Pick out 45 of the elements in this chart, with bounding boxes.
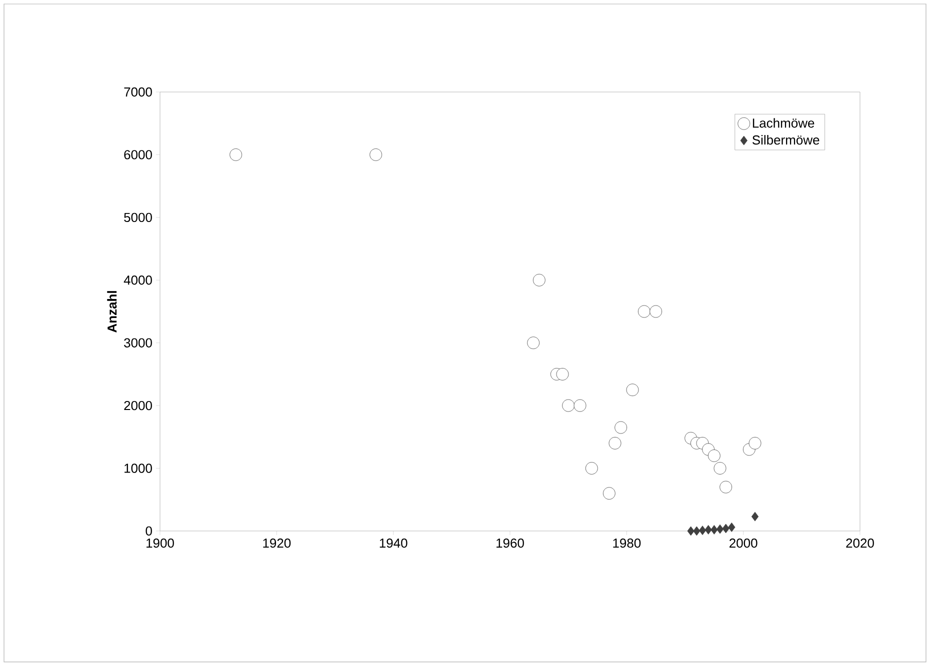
- y-tick-label: 2000: [124, 400, 152, 410]
- point: [608, 436, 622, 450]
- y-tick-label: 6000: [124, 150, 152, 160]
- point: [602, 487, 616, 500]
- point: [638, 305, 650, 318]
- point: [704, 525, 712, 534]
- point: [720, 480, 732, 494]
- point: [716, 524, 724, 534]
- y-axis-title: Anzahl: [107, 291, 117, 332]
- point: [751, 512, 759, 522]
- point: [562, 399, 575, 412]
- point: [532, 274, 546, 286]
- y-tick-label: 0: [146, 526, 152, 536]
- y-tick-label: 4000: [124, 276, 152, 285]
- x-tick-label: 2020: [846, 538, 874, 548]
- point: [370, 148, 382, 161]
- legend-label: Silbermöwe: [752, 135, 820, 145]
- point: [556, 368, 569, 380]
- point: [230, 148, 242, 161]
- point: [710, 525, 718, 534]
- x-tick-label: 1980: [613, 538, 641, 548]
- x-tick-label: 1960: [496, 538, 524, 548]
- x-tick-label: 1920: [263, 538, 291, 548]
- y-tick-label: 5000: [124, 212, 152, 222]
- y-tick-label: 3000: [124, 338, 152, 348]
- legend-label: Lachmöwe: [752, 118, 814, 128]
- point: [728, 522, 736, 532]
- point: [693, 526, 700, 536]
- point: [585, 462, 598, 474]
- point: [748, 436, 762, 450]
- point: [687, 526, 694, 536]
- x-tick-label: 2000: [730, 538, 758, 548]
- point: [574, 399, 586, 412]
- point: [708, 450, 720, 462]
- point: [614, 421, 628, 434]
- point: [626, 384, 639, 396]
- point: [527, 336, 540, 350]
- y-tick-label: 7000: [124, 87, 152, 97]
- y-tick-label: 1000: [124, 464, 152, 473]
- x-tick-label: 1940: [380, 538, 408, 548]
- point: [698, 526, 706, 536]
- point: [650, 305, 662, 318]
- point: [714, 462, 726, 474]
- x-tick-label: 1900: [146, 538, 174, 548]
- point: [722, 524, 730, 534]
